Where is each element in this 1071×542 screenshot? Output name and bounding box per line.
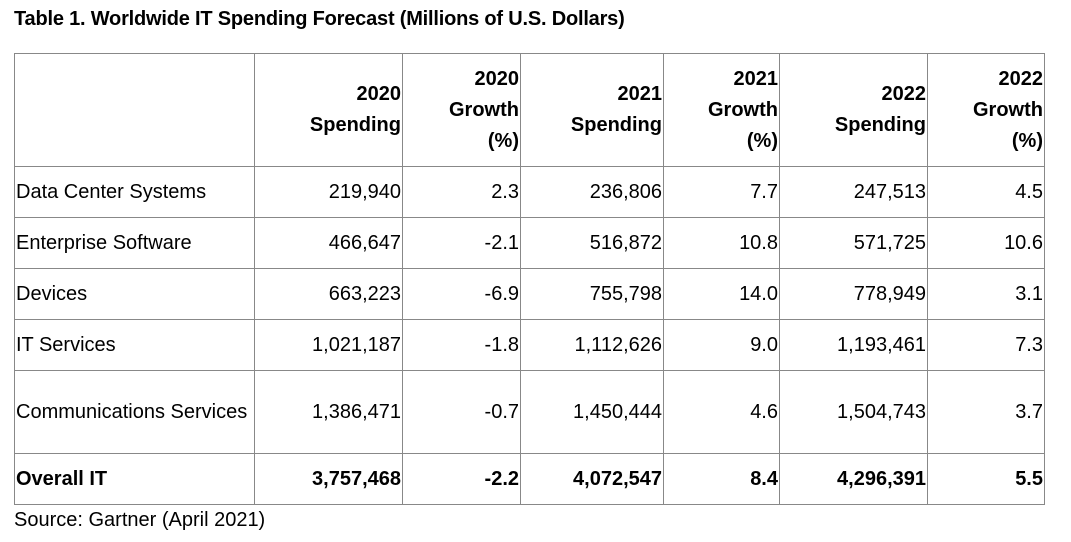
header-2022-spending: 2022 Spending: [779, 53, 928, 167]
it-spending-table: 2020 Spending 2020 Growth (%) 2021 Spending …: [14, 53, 1045, 505]
table-cell: 236,806: [520, 166, 664, 218]
table-title: Table 1. Worldwide IT Spending Forecast …: [14, 8, 625, 30]
table-cell: 1,504,743: [779, 370, 928, 454]
table-cell: 778,949: [779, 268, 928, 320]
table-row: Enterprise Software 466,647 -2.1 516,872 10.…: [14, 217, 1045, 269]
table-cell: 4.5: [927, 166, 1045, 218]
header-row: 2020 Spending 2020 Growth (%) 2021 Spending …: [14, 53, 1045, 167]
source-note: Source: Gartner (April 2021): [14, 509, 266, 531]
table-cell: 10.8: [663, 217, 780, 269]
header-2020-growth: 2020 Growth (%): [402, 53, 521, 167]
table-cell: 1,021,187: [254, 319, 403, 371]
header-blank: [14, 53, 255, 167]
row-label: Enterprise Software: [14, 217, 255, 269]
table-cell: 571,725: [779, 217, 928, 269]
row-label: Communications Services: [14, 370, 255, 454]
row-label: Data Center Systems: [14, 166, 255, 218]
table-cell: 755,798: [520, 268, 664, 320]
table-cell: 7.3: [927, 319, 1045, 371]
table-row: Devices 663,223 -6.9 755,798 14.0 778,949 3.1: [14, 268, 1045, 320]
table-row: Overall IT 3,757,468 -2.2 4,072,547 8.4 4,296…: [14, 453, 1045, 505]
table-cell: -1.8: [402, 319, 521, 371]
table-cell: 9.0: [663, 319, 780, 371]
table-cell: 1,193,461: [779, 319, 928, 371]
table-cell: 10.6: [927, 217, 1045, 269]
table-cell: -2.1: [402, 217, 521, 269]
table-cell: 1,386,471: [254, 370, 403, 454]
table-cell: 8.4: [663, 453, 780, 505]
table-cell: 466,647: [254, 217, 403, 269]
table-cell: 14.0: [663, 268, 780, 320]
table-cell: 2.3: [402, 166, 521, 218]
row-label: Overall IT: [14, 453, 255, 505]
table-cell: 5.5: [927, 453, 1045, 505]
table-cell: 1,112,626: [520, 319, 664, 371]
table-cell: 3.7: [927, 370, 1045, 454]
table-cell: 219,940: [254, 166, 403, 218]
table-cell: 4,072,547: [520, 453, 664, 505]
header-2020-spending: 2020 Spending: [254, 53, 403, 167]
header-2021-growth: 2021 Growth (%): [663, 53, 780, 167]
table-row: IT Services 1,021,187 -1.8 1,112,626 9.0 1,19…: [14, 319, 1045, 371]
row-label: Devices: [14, 268, 255, 320]
table-cell: -6.9: [402, 268, 521, 320]
table-cell: 7.7: [663, 166, 780, 218]
table-cell: 663,223: [254, 268, 403, 320]
table-cell: 4,296,391: [779, 453, 928, 505]
table-cell: 4.6: [663, 370, 780, 454]
table-row: Communications Services 1,386,471 -0.7 1,45…: [14, 370, 1045, 454]
table-row: Data Center Systems 219,940 2.3 236,806 7.7 2…: [14, 166, 1045, 218]
row-label: IT Services: [14, 319, 255, 371]
header-2022-growth: 2022 Growth (%): [927, 53, 1045, 167]
table-cell: -0.7: [402, 370, 521, 454]
table-cell: 516,872: [520, 217, 664, 269]
table-cell: 247,513: [779, 166, 928, 218]
table-cell: 1,450,444: [520, 370, 664, 454]
table-cell: 3.1: [927, 268, 1045, 320]
table-cell: 3,757,468: [254, 453, 403, 505]
header-2021-spending: 2021 Spending: [520, 53, 664, 167]
table-cell: -2.2: [402, 453, 521, 505]
